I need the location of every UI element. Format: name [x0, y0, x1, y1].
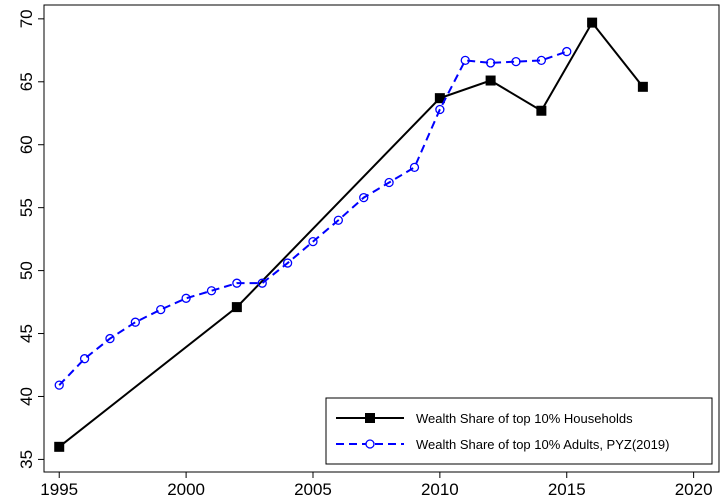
marker [156, 304, 166, 315]
marker [562, 46, 572, 57]
marker [434, 93, 445, 104]
marker [54, 380, 64, 390]
x-tick-label: 2010 [421, 480, 459, 499]
marker [130, 317, 141, 327]
series-line [58, 20, 644, 448]
marker [536, 55, 547, 66]
marker [359, 192, 369, 203]
marker [181, 293, 191, 303]
marker [282, 258, 293, 268]
marker [54, 441, 65, 452]
marker [384, 177, 394, 188]
legend-label: Wealth Share of top 10% Households [416, 411, 633, 426]
marker [637, 81, 648, 92]
x-tick-label: 1995 [40, 480, 78, 499]
series-line [58, 50, 568, 386]
marker [511, 56, 521, 67]
marker [232, 278, 242, 288]
y-tick-label: 40 [17, 387, 36, 406]
legend-box [325, 397, 713, 465]
x-tick-label: 2005 [294, 480, 332, 499]
x-tick-label: 2015 [548, 480, 586, 499]
plot-frame [43, 4, 720, 473]
y-tick-label: 70 [17, 9, 36, 28]
marker [536, 105, 547, 116]
y-tick-label: 35 [17, 450, 36, 469]
x-tick-label: 2020 [675, 480, 713, 499]
legend-marker [365, 439, 375, 449]
y-tick-label: 45 [17, 324, 36, 343]
legend-label: Wealth Share of top 10% Adults, PYZ(2019… [416, 437, 669, 452]
marker [435, 104, 445, 115]
marker [587, 17, 598, 28]
y-tick-label: 65 [17, 72, 36, 91]
x-tick-label: 2000 [167, 480, 205, 499]
marker [485, 58, 496, 68]
marker [485, 75, 496, 86]
marker [308, 236, 318, 247]
marker [79, 354, 90, 364]
y-tick-label: 50 [17, 261, 36, 280]
y-tick-label: 55 [17, 198, 36, 217]
marker [257, 278, 267, 288]
marker [206, 286, 217, 296]
marker [460, 55, 470, 66]
marker [409, 162, 420, 173]
y-tick-label: 60 [17, 135, 36, 154]
marker [231, 302, 242, 313]
marker [333, 215, 344, 225]
marker [105, 333, 115, 344]
legend-marker [365, 413, 375, 423]
